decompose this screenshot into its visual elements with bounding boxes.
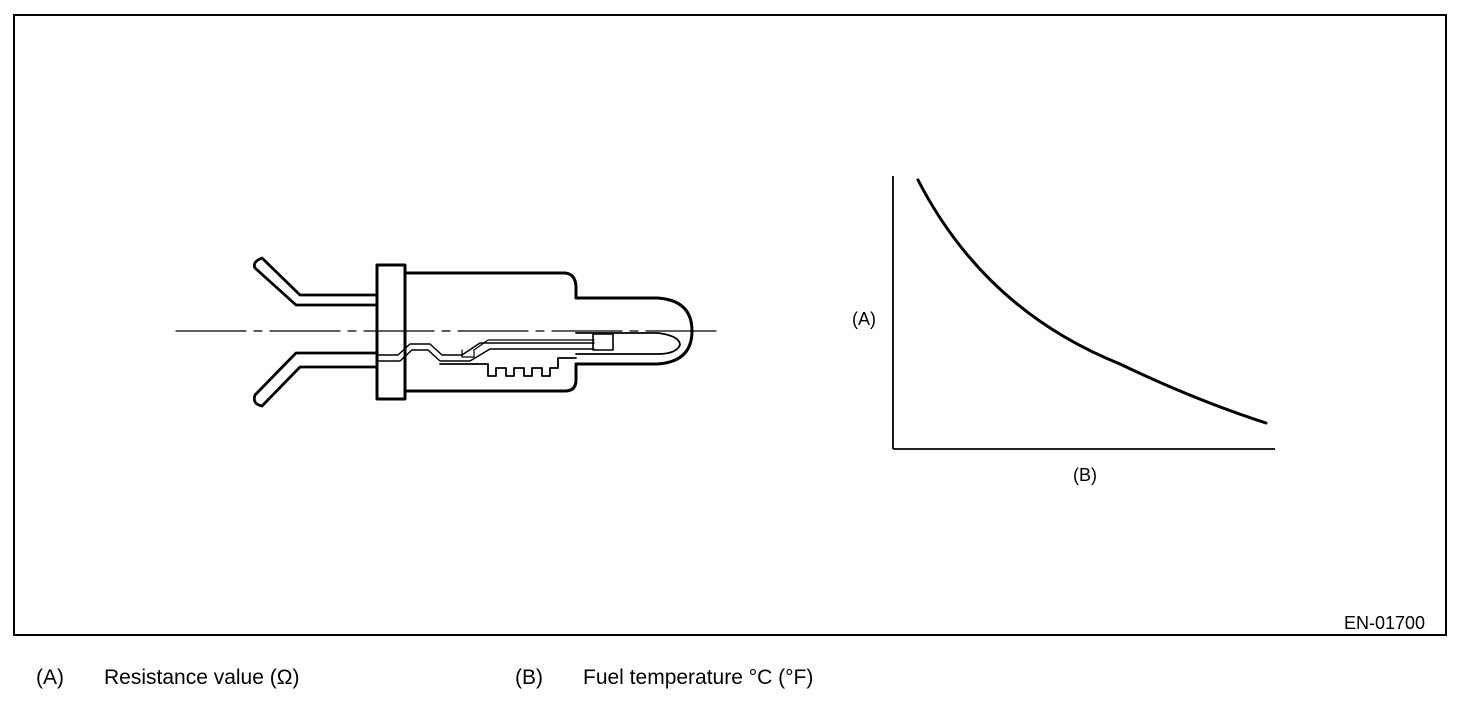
legend-text: Resistance value (Ω) (104, 666, 300, 689)
figure-frame (13, 14, 1447, 636)
thermistor-element (592, 333, 614, 351)
legend-key: (B) (515, 666, 543, 689)
graph-curve (916, 178, 1268, 425)
sensor-lower-terminal (252, 351, 379, 408)
sensor-inner-conductor-3 (461, 339, 595, 358)
fuel-temperature-sensor-drawing (175, 256, 721, 408)
resistance-temperature-graph (892, 176, 1275, 450)
sensor-serrated-insert (439, 357, 577, 377)
sensor-housing (403, 271, 694, 393)
sensor-flange (375, 263, 407, 401)
graph-x-label: (B) (1073, 465, 1097, 485)
sensor-inner-conductor-2 (377, 348, 595, 362)
figure-code: EN-01700 (1344, 613, 1426, 633)
graph-y-label: (A) (852, 309, 876, 329)
sensor-upper-terminal (252, 256, 379, 307)
sensor-inner-conductor (377, 342, 595, 356)
legend-text: Fuel temperature °C (°F) (583, 666, 814, 689)
legend-key: (A) (36, 666, 64, 689)
sensor-inner-tip (575, 332, 681, 355)
